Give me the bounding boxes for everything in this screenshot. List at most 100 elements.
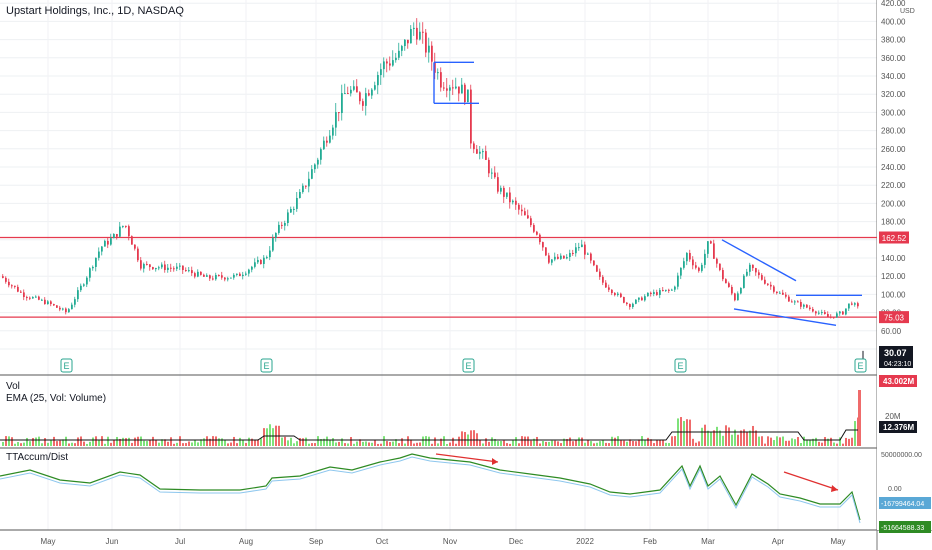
volume-bar: [446, 443, 448, 446]
volume-bar: [59, 440, 61, 446]
volume-bar: [533, 438, 535, 446]
price-tick-label: 200.00: [881, 199, 906, 208]
candle-body: [587, 253, 589, 255]
earnings-icon: [60, 358, 73, 373]
volume-bar: [407, 436, 409, 446]
level-tag-label: 75.03: [884, 314, 905, 323]
candle-body: [608, 287, 610, 290]
candle-body: [560, 255, 562, 259]
volume-bar: [482, 443, 484, 446]
candle-body: [59, 307, 61, 310]
volume-bar: [800, 443, 802, 446]
volume-bar: [101, 436, 103, 446]
arrow-head: [831, 485, 838, 492]
candle-body: [248, 269, 250, 274]
volume-bar: [296, 441, 298, 446]
candle-body: [185, 270, 187, 272]
candle-body: [668, 289, 670, 291]
candle-body: [524, 211, 526, 216]
volume-bar: [560, 443, 562, 446]
volume-bar: [794, 439, 796, 446]
volume-bar: [845, 437, 847, 446]
volume-bar: [443, 436, 445, 446]
volume-bar: [416, 442, 418, 446]
volume-bar: [587, 440, 589, 446]
candle-body: [689, 252, 691, 260]
candle-body: [209, 275, 211, 279]
time-tick-label: Mar: [701, 537, 715, 546]
candle-body: [563, 255, 565, 259]
volume-bar: [131, 442, 133, 446]
volume-bar: [65, 436, 67, 446]
volume-bar: [389, 442, 391, 446]
candle-body: [20, 291, 22, 293]
volume-bar: [146, 441, 148, 446]
candle-body: [536, 231, 538, 235]
candle-body: [431, 45, 433, 62]
candle-body: [800, 301, 802, 307]
candle-body: [554, 256, 556, 260]
candle-body: [419, 31, 421, 40]
volume-bar: [701, 427, 703, 446]
candle-body: [653, 292, 655, 294]
divergence-arrow: [783, 471, 839, 491]
volume-tick-label: 20M: [885, 412, 901, 421]
volume-bar: [527, 436, 529, 446]
volume-bar: [284, 436, 286, 446]
volume-bar: [425, 436, 427, 446]
candle-body: [566, 257, 568, 259]
volume-bar: [743, 429, 745, 446]
volume-bar: [86, 443, 88, 446]
candle-body: [176, 266, 178, 269]
chart-title: Upstart Holdings, Inc., 1D, NASDAQ: [6, 5, 184, 17]
volume-bar: [665, 442, 667, 446]
volume-bar: [287, 440, 289, 446]
volume-bar: [740, 430, 742, 446]
candle-body: [311, 169, 313, 179]
volume-bar: [161, 439, 163, 446]
volume-bar: [650, 439, 652, 446]
candle-body: [497, 177, 499, 192]
candle-body: [797, 301, 799, 303]
volume-bar: [473, 430, 475, 446]
time-tick-label: Feb: [643, 537, 657, 546]
time-tick-label: Sep: [309, 537, 324, 546]
candle-body: [407, 39, 409, 44]
volume-bar: [395, 439, 397, 446]
volume-bar: [194, 439, 196, 446]
volume-bar: [305, 437, 307, 446]
volume-bar: [791, 438, 793, 446]
level-tag: [879, 311, 909, 324]
volume-bar: [212, 436, 214, 446]
volume-bar: [98, 440, 100, 446]
candle-body: [650, 292, 652, 294]
volume-bar: [548, 441, 550, 446]
candle-body: [530, 218, 532, 226]
candle-body: [737, 293, 739, 301]
candle-body: [836, 313, 838, 318]
candle-body: [791, 301, 793, 303]
volume-bar: [509, 443, 511, 446]
volume-bar: [497, 441, 499, 446]
earnings-icon: [674, 358, 687, 373]
volume-bar: [281, 437, 283, 446]
volume-bar: [608, 443, 610, 446]
volume-bar: [758, 436, 760, 446]
candle-body: [200, 271, 202, 275]
volume-bar: [302, 438, 304, 446]
candle-body: [659, 290, 661, 295]
volume-bar: [437, 443, 439, 446]
volume-bar: [530, 440, 532, 446]
price-candles: [2, 18, 864, 361]
candle-body: [437, 72, 439, 74]
volume-bar: [836, 443, 838, 446]
volume-bar: [338, 441, 340, 446]
candle-body: [104, 240, 106, 247]
price-tick-label: 100.00: [881, 290, 906, 299]
volume-bar: [410, 439, 412, 446]
volume-bar: [368, 442, 370, 446]
volume-bar-last: [858, 390, 861, 446]
candle-body: [269, 250, 271, 258]
candle-body: [830, 316, 832, 318]
